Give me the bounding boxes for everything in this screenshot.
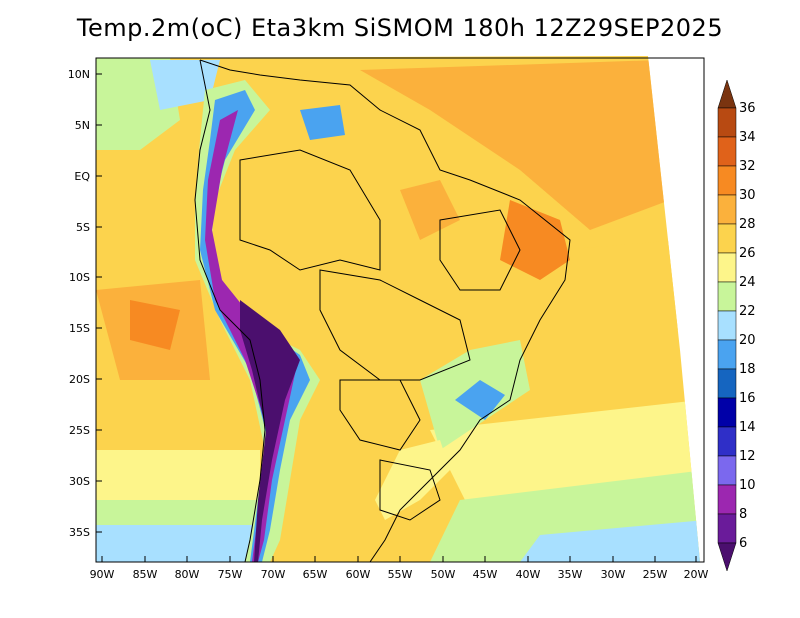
colorbar-band: [717, 223, 737, 254]
colorbar-label: 32: [739, 159, 756, 174]
colorbar-label: 30: [739, 188, 756, 203]
colorbar-label: 36: [739, 101, 756, 116]
lon-tick-label: 30W: [601, 568, 626, 581]
lon-tick-label: 70W: [261, 568, 286, 581]
colorbar-band: [717, 484, 737, 515]
lat-tick-label: 5N: [75, 119, 90, 132]
coastlines: [194, 59, 571, 562]
colorbar-label: 20: [739, 333, 756, 348]
lon-tick-label: 35W: [558, 568, 583, 581]
colorbar-label: 14: [739, 420, 756, 435]
lon-tick-label: 85W: [133, 568, 158, 581]
lon-tick-label: 55W: [388, 568, 413, 581]
colorbar-label: 28: [739, 217, 756, 232]
lat-tick-label: 15S: [69, 322, 90, 335]
colorbar-label: 6: [739, 536, 747, 551]
colorbar-band: [717, 339, 737, 370]
lon-tick-label: 50W: [431, 568, 456, 581]
map-title: Temp.2m(oC) Eta3km SiSMOM 180h 12Z29SEP2…: [76, 14, 724, 42]
lon-tick-label: 90W: [90, 568, 115, 581]
latitude-axis: 10N 5N EQ 5S 10S 15S 20S 25S 30S 35S: [68, 68, 102, 539]
colorbar-label: 10: [739, 478, 756, 493]
longitude-axis: 90W 85W 80W 75W 70W 65W 60W 55W 50W 45W …: [90, 556, 709, 581]
colorbar-band: [717, 194, 737, 225]
colorbar-label: 16: [739, 391, 756, 406]
colorbar-band: [717, 426, 737, 457]
lon-tick-label: 25W: [643, 568, 668, 581]
colorbar-band: [717, 397, 737, 428]
colorbar-min-arrow: [717, 542, 737, 572]
lon-tick-label: 20W: [684, 568, 709, 581]
lon-tick-label: 60W: [346, 568, 371, 581]
colorbar-band: [717, 107, 737, 138]
temperature-field: [96, 56, 700, 562]
lon-tick-label: 45W: [473, 568, 498, 581]
lat-tick-label: 35S: [69, 526, 90, 539]
colorbar-band: [717, 252, 737, 283]
lat-tick-label: 10S: [69, 271, 90, 284]
colorbar-label: 12: [739, 449, 756, 464]
colorbar-band: [717, 281, 737, 312]
colorbar-label: 34: [739, 130, 756, 145]
lat-tick-label: 5S: [76, 221, 90, 234]
lat-tick-label: 25S: [69, 424, 90, 437]
colorbar-label: 18: [739, 362, 756, 377]
lon-tick-label: 80W: [175, 568, 200, 581]
colorbar-band: [717, 513, 737, 544]
colorbar: 36 34 32 30 28 26 24 22 20 18 16 14 12 10 8 6: [717, 79, 756, 572]
lon-tick-label: 75W: [218, 568, 243, 581]
lon-tick-label: 40W: [516, 568, 541, 581]
colorbar-label: 22: [739, 304, 756, 319]
lat-tick-label: EQ: [74, 170, 90, 183]
colorbar-band: [717, 310, 737, 341]
colorbar-band: [717, 455, 737, 486]
colorbar-band: [717, 368, 737, 399]
colorbar-band: [717, 165, 737, 196]
colorbar-label: 24: [739, 275, 756, 290]
colorbar-band: [717, 136, 737, 167]
lat-tick-label: 20S: [69, 373, 90, 386]
lat-tick-label: 30S: [69, 475, 90, 488]
colorbar-label: 8: [739, 507, 747, 522]
colorbar-label: 26: [739, 246, 756, 261]
colorbar-max-arrow: [717, 79, 737, 109]
lat-tick-label: 10N: [68, 68, 90, 81]
lon-tick-label: 65W: [303, 568, 328, 581]
